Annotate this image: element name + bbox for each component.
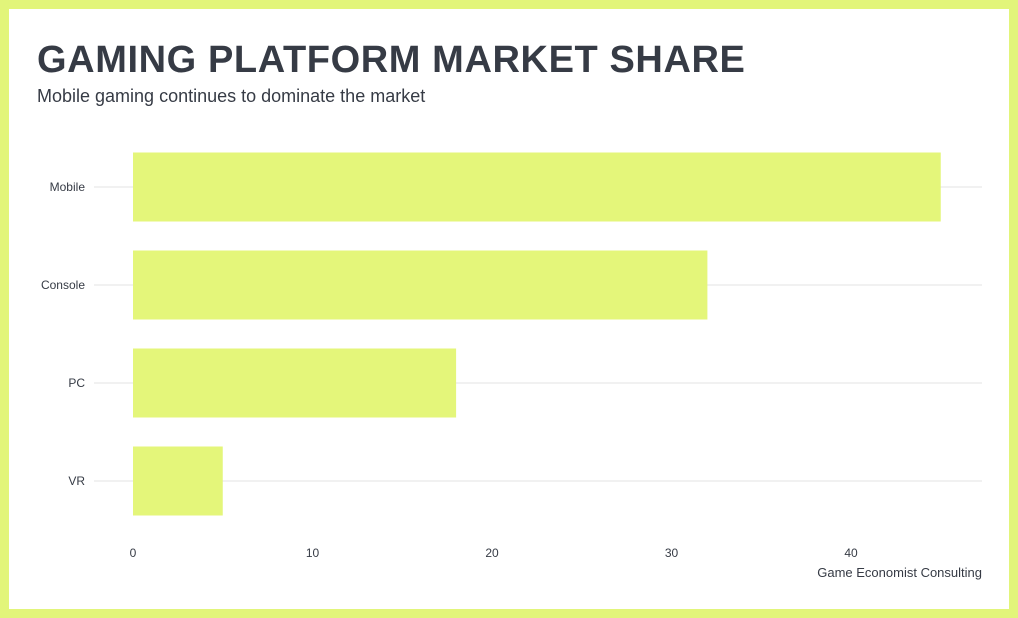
- category-label-console: Console: [41, 278, 85, 292]
- category-labels: Mobile Console PC VR: [41, 180, 85, 488]
- x-tick-label-20: 20: [485, 546, 499, 560]
- x-tick-label-40: 40: [844, 546, 858, 560]
- x-tick-label-10: 10: [306, 546, 320, 560]
- x-tick-labels: 0 10 20 30 40: [130, 546, 858, 560]
- bars: [133, 152, 941, 516]
- x-tick-label-30: 30: [665, 546, 679, 560]
- chart-caption: Game Economist Consulting: [817, 565, 982, 580]
- chart-title: GAMING PLATFORM MARKET SHARE: [37, 39, 746, 81]
- chart-subtitle: Mobile gaming continues to dominate the …: [37, 86, 426, 106]
- x-tick-label-0: 0: [130, 546, 137, 560]
- category-label-pc: PC: [68, 376, 85, 390]
- bar-mobile: [133, 152, 941, 222]
- bar-console: [133, 250, 708, 320]
- bar-vr: [133, 446, 223, 516]
- bar-pc: [133, 348, 457, 418]
- category-label-vr: VR: [68, 474, 85, 488]
- grid-lines: [94, 186, 982, 482]
- category-label-mobile: Mobile: [50, 180, 86, 194]
